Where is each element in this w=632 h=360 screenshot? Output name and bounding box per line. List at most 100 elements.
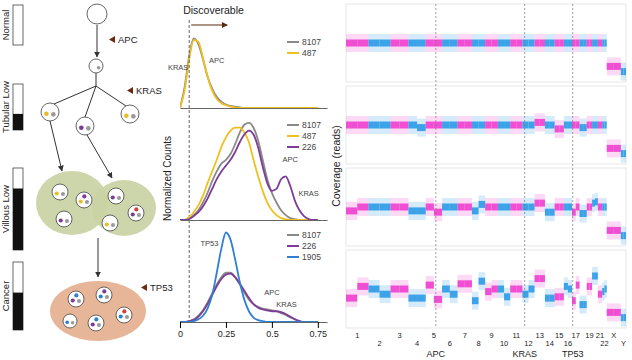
coverage-spread [391, 116, 400, 134]
coverage-segment [357, 40, 368, 47]
coverage-segment [434, 40, 442, 47]
coverage-segment [540, 40, 545, 47]
coverage-segment [528, 204, 534, 211]
stage-bar-frame [13, 168, 23, 250]
coverage-segment [434, 122, 442, 129]
coverage-spread [346, 289, 357, 307]
coverage-spread [346, 34, 357, 52]
track-plot-area [346, 34, 626, 81]
coverage-segment [528, 40, 534, 47]
x-tick-label: 0.5 [266, 329, 279, 339]
coverage-segment [559, 125, 564, 132]
cell [116, 307, 132, 323]
coverage-spread [602, 198, 604, 216]
coverage-segment [607, 63, 614, 70]
line-panel: 00.250.50.75 [178, 232, 328, 339]
coverage-segment [498, 204, 504, 211]
cancer-blob [50, 281, 146, 341]
coverage-segment [510, 286, 516, 293]
coverage-segment [602, 40, 604, 47]
coverage-spread [380, 285, 391, 303]
coverage-spread [598, 116, 600, 134]
coverage-segment [621, 68, 624, 75]
cell-mutation-dot [99, 294, 103, 298]
cell [56, 211, 72, 227]
coverage-spread [516, 280, 522, 298]
coverage-spread [568, 198, 572, 216]
cell-mutation-dot [91, 322, 95, 326]
coverage-spread [492, 280, 498, 298]
legend-swatch [287, 41, 299, 43]
coverage-segment [408, 40, 417, 47]
coverage-spread [576, 198, 580, 216]
coverage-segment [579, 210, 583, 217]
coverage-spread [621, 145, 624, 163]
coverage-segment [369, 122, 380, 129]
coverage-segment [485, 122, 491, 129]
plot-area [180, 232, 318, 322]
coverage-spread [465, 116, 472, 134]
coverage-spread [564, 34, 568, 52]
coverage-spread [479, 195, 486, 213]
adenoma-blob [92, 180, 156, 236]
coverage-spread [369, 34, 380, 52]
coverage-spread [555, 198, 560, 216]
coverage-segment [559, 293, 564, 300]
cell-mutation-dot [105, 295, 109, 299]
coverage-spread [426, 276, 434, 294]
coverage-segment [426, 204, 434, 211]
coverage-spread [535, 34, 540, 52]
coverage-segment [598, 122, 600, 129]
chromosome-label: X [611, 331, 616, 340]
coverage-spread [602, 283, 604, 301]
cell-mutation-dot [71, 321, 75, 325]
mutation-pointer [141, 284, 147, 291]
coverage-spread [528, 198, 534, 216]
coverage-spread [417, 119, 426, 137]
coverage-spread [380, 116, 391, 134]
coverage-spread [522, 198, 528, 216]
track-frame [346, 86, 626, 164]
coverage-segment [555, 40, 560, 47]
chromosome-label: 3 [397, 331, 401, 340]
coverage-segment [528, 286, 534, 293]
coverage-spread [450, 34, 458, 52]
coverage-segment [607, 227, 614, 234]
coverage-segment [492, 286, 498, 293]
coverage-segment [391, 204, 400, 211]
track-plot-area [346, 193, 626, 245]
coverage-segment [510, 122, 516, 129]
legend-swatch [287, 256, 299, 258]
line-panel [180, 38, 328, 108]
gene-line [435, 4, 436, 328]
coverage-spread [510, 198, 516, 216]
cell-mutation-dot [119, 314, 123, 318]
coverage-spread [587, 198, 590, 216]
track-frame [346, 250, 626, 328]
coverage-spread [602, 116, 604, 134]
coverage-segment [579, 124, 583, 131]
arrow [97, 25, 98, 57]
coverage-segment [465, 122, 472, 129]
gene-label: TP53 [562, 349, 584, 359]
lineage-link [54, 86, 96, 104]
coverage-spread [391, 280, 400, 298]
coverage-spread [579, 119, 583, 137]
coverage-spread [528, 116, 534, 134]
cell-mutation-dot [137, 213, 141, 217]
cell-mutation-dot [59, 218, 63, 222]
coverage-segment [564, 283, 568, 290]
coverage-segment [504, 293, 510, 300]
coverage-segment [492, 122, 498, 129]
coverage-segment [604, 122, 606, 129]
coverage-segment [587, 204, 590, 211]
cell-mutation-dot [85, 200, 89, 204]
legend-label: 8107 [302, 120, 321, 130]
mutation-pointer [109, 36, 115, 43]
coverage-segment [528, 122, 534, 129]
coverage-segment [408, 122, 417, 129]
coverage-spread [528, 34, 534, 52]
coverage-segment [504, 40, 510, 47]
coverage-spread [458, 198, 465, 216]
coverage-spread [442, 116, 450, 134]
